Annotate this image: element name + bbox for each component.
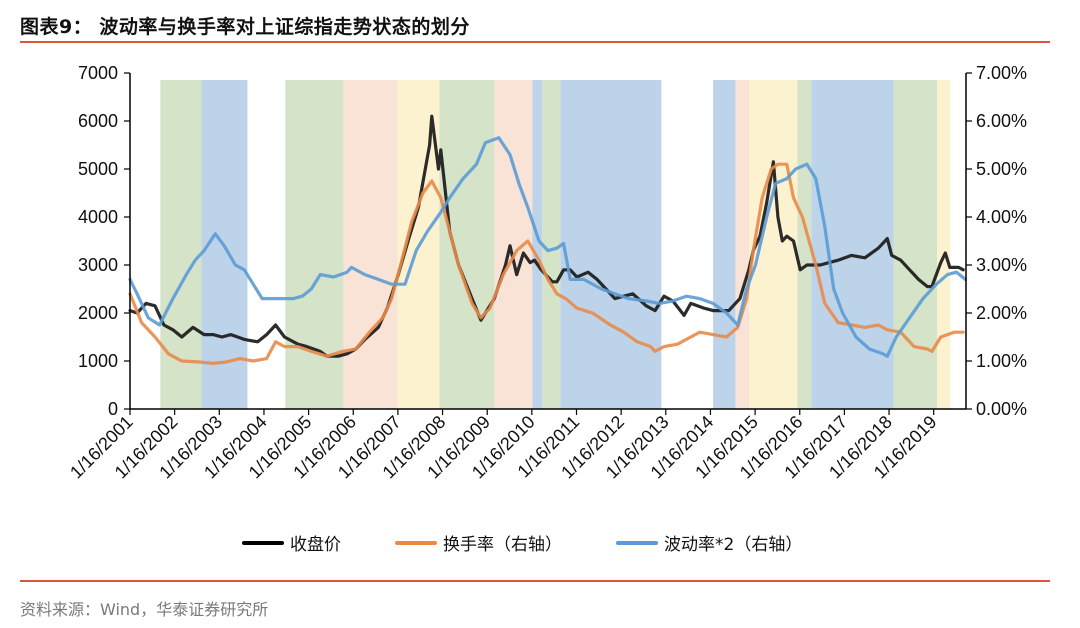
y-right-tick-label: 2.00% <box>976 303 1027 323</box>
state-band-blue <box>713 80 736 409</box>
state-band-green <box>439 80 495 409</box>
legend-label-turnover: 换手率（右轴） <box>443 535 562 555</box>
series-lines <box>128 114 967 365</box>
legend-item-volatility: 波动率*2（右轴） <box>616 530 802 555</box>
y-right-tick-label: 5.00% <box>976 159 1027 179</box>
state-band-pink <box>735 80 750 409</box>
legend-swatch-turnover <box>395 540 437 545</box>
legend-item-close: 收盘价 <box>242 530 341 555</box>
state-band-pink <box>343 80 398 409</box>
state-bands <box>160 80 951 409</box>
state-band-green <box>797 80 812 409</box>
legend-swatch-volatility <box>616 540 658 545</box>
state-band-green <box>893 80 938 409</box>
source-divider <box>20 580 1050 582</box>
legend-label-volatility: 波动率*2（右轴） <box>664 535 803 555</box>
legend-label-close: 收盘价 <box>290 535 341 555</box>
y-left-tick-label: 0 <box>108 399 118 419</box>
y-right-tick-label: 4.00% <box>976 207 1027 227</box>
y-right-tick-label: 3.00% <box>976 255 1027 275</box>
y-left-tick-label: 7000 <box>78 63 118 83</box>
title-divider <box>20 41 1050 43</box>
y-left-tick-label: 3000 <box>78 255 118 275</box>
source-note: 资料来源：Wind，华泰证券研究所 <box>20 600 269 619</box>
turnover-line <box>128 162 965 365</box>
y-left-tick-label: 5000 <box>78 159 118 179</box>
state-band-green <box>285 80 344 409</box>
state-band-yellow <box>937 80 951 409</box>
y-left-tick-label: 1000 <box>78 351 118 371</box>
y-right-tick-label: 7.00% <box>976 63 1027 83</box>
legend: 收盘价 换手率（右轴） 波动率*2（右轴） <box>242 530 846 555</box>
y-right-tick-label: 6.00% <box>976 111 1027 131</box>
y-right-tick-label: 1.00% <box>976 351 1027 371</box>
y-left-tick-label: 4000 <box>78 207 118 227</box>
state-band-pink <box>494 80 533 409</box>
y-left-tick-label: 2000 <box>78 303 118 323</box>
state-band-green <box>542 80 561 409</box>
volatility-line <box>128 136 967 358</box>
y-right-tick-label: 0.00% <box>976 399 1027 419</box>
legend-swatch-close <box>242 540 284 545</box>
legend-item-turnover: 换手率（右轴） <box>395 530 562 555</box>
state-band-blue <box>560 80 662 409</box>
line-chart: 0 1000 2000 3000 4000 5000 6000 7000 0.00% 1.00% 2… <box>66 63 1027 482</box>
y-left-tick-label: 6000 <box>78 111 118 131</box>
state-band-blue <box>532 80 543 409</box>
figure-title: 图表9： 波动率与换手率对上证综指走势状态的划分 <box>20 16 470 38</box>
